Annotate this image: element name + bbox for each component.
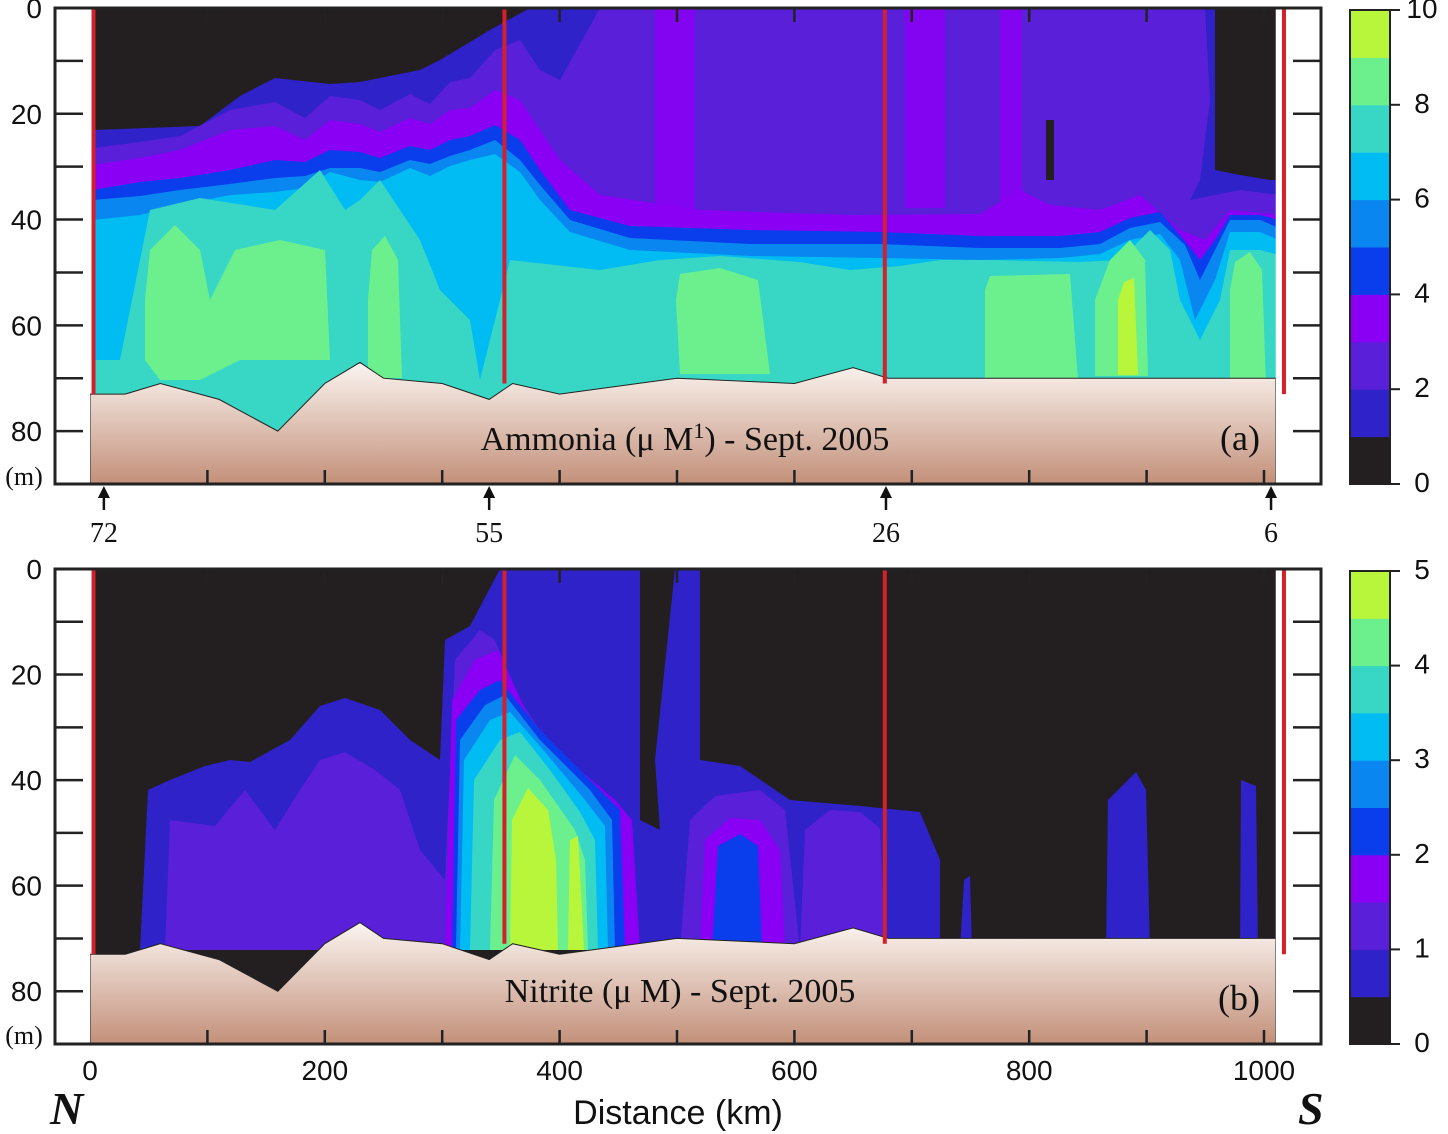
colorbar-segment bbox=[1350, 247, 1390, 295]
station-label: 6 bbox=[1264, 518, 1278, 549]
colorbar-tick-label: 1 bbox=[1414, 932, 1430, 963]
left-margin bbox=[55, 569, 90, 1044]
x-tick-label: 0 bbox=[82, 1055, 98, 1086]
y-tick-label: 80 bbox=[11, 416, 42, 447]
colorbar-segment bbox=[1350, 712, 1390, 761]
panel-b-frame bbox=[53, 567, 1323, 1046]
colorbar-segment bbox=[1350, 618, 1390, 667]
colorbar-segment bbox=[1350, 949, 1390, 998]
colorbar-segment bbox=[1350, 294, 1390, 343]
ammonia-band-level-8c bbox=[676, 268, 770, 374]
panel-a-ylabel: (m) bbox=[5, 462, 43, 491]
panel-a-title: Ammonia (μ M1) - Sept. 2005 bbox=[481, 418, 890, 458]
ammonia-streak-4 bbox=[1046, 120, 1054, 180]
station-arrow-head bbox=[879, 486, 892, 498]
colorbar-segment bbox=[1350, 341, 1390, 390]
colorbar-segment bbox=[1350, 104, 1390, 153]
ammonia-band-level-9 bbox=[1118, 278, 1138, 375]
y-tick-label: 60 bbox=[11, 871, 42, 902]
nitrite-band-level-2c bbox=[800, 810, 885, 950]
station-arrow-head bbox=[483, 486, 496, 498]
y-tick-label: 40 bbox=[11, 205, 42, 236]
seabed-a bbox=[89, 361, 1277, 484]
colorbar-segment bbox=[1350, 57, 1390, 106]
colorbar-a: 0 2 4 6 8 10 bbox=[1349, 0, 1438, 498]
station-arrow-head bbox=[1265, 486, 1278, 498]
station-label: 72 bbox=[90, 518, 118, 549]
nitrite-band-level-9b bbox=[568, 836, 584, 950]
y-tick-label: 0 bbox=[26, 0, 42, 24]
north-label: N bbox=[49, 1083, 85, 1134]
colorbar-segment bbox=[1350, 854, 1390, 903]
panel-b-ylabel: (m) bbox=[5, 1021, 43, 1050]
colorbar-tick-label: 10 bbox=[1406, 0, 1437, 24]
nitrite-band-level-4b bbox=[712, 834, 762, 950]
nitrite-band-level-1c bbox=[1240, 780, 1258, 950]
colorbar-tick-label: 4 bbox=[1414, 649, 1430, 680]
x-axis-title: Distance (km) bbox=[573, 1094, 783, 1132]
colorbar-tick-label: 2 bbox=[1414, 838, 1430, 869]
ammonia-band-level-8d bbox=[985, 274, 1078, 380]
station-arrow-head bbox=[97, 486, 110, 498]
colorbar-segment bbox=[1350, 807, 1390, 856]
y-tick-label: 40 bbox=[11, 765, 42, 796]
station-label: 55 bbox=[475, 518, 503, 549]
colorbar-tick-label: 0 bbox=[1414, 1027, 1430, 1058]
x-tick-label: 200 bbox=[301, 1055, 348, 1086]
panel-b-title: Nitrite (μ M) - Sept. 2005 bbox=[505, 973, 856, 1010]
colorbar-b: 0 1 2 3 4 5 bbox=[1349, 554, 1430, 1058]
panel-b: 0 20 40 60 80 0 200 400 600 800 1000 Nitrite (μ M… bbox=[5, 554, 1323, 1134]
south-label: S bbox=[1298, 1083, 1324, 1134]
colorbar-tick-label: 3 bbox=[1414, 743, 1430, 774]
station-label: 26 bbox=[872, 518, 900, 549]
colorbar-segment bbox=[1350, 152, 1390, 201]
colorbar-segment bbox=[1350, 665, 1390, 714]
colorbar-segment bbox=[1350, 436, 1390, 485]
y-tick-label: 20 bbox=[11, 660, 42, 691]
x-tick-label: 800 bbox=[1006, 1055, 1053, 1086]
colorbar-tick-label: 8 bbox=[1414, 88, 1430, 119]
colorbar-frame bbox=[1349, 570, 1391, 1045]
ammonia-streak-1 bbox=[655, 8, 695, 218]
colorbar-tick-label: 6 bbox=[1414, 183, 1430, 214]
nitrite-band-level-1b bbox=[1106, 772, 1150, 950]
colorbar-segment bbox=[1350, 199, 1390, 248]
nitrite-band-level-9 bbox=[510, 788, 558, 950]
x-tick-label: 400 bbox=[536, 1055, 583, 1086]
ammonia-streak-3 bbox=[1000, 8, 1022, 218]
ammonia-band-level-8b bbox=[368, 236, 402, 378]
x-tick-label: 1000 bbox=[1233, 1055, 1295, 1086]
y-tick-label: 80 bbox=[11, 976, 42, 1007]
ammonia-band-level-8f bbox=[1230, 252, 1266, 385]
colorbar-tick-label: 4 bbox=[1414, 277, 1430, 308]
colorbar-segment bbox=[1350, 10, 1390, 58]
y-tick-label: 60 bbox=[11, 310, 42, 341]
panel-b-label: (b) bbox=[1218, 978, 1260, 1018]
panel-a-frame bbox=[53, 6, 1323, 486]
left-margin bbox=[55, 8, 90, 484]
colorbar-segment bbox=[1350, 996, 1390, 1045]
seabed-b bbox=[89, 922, 1277, 1044]
colorbar-tick-label: 2 bbox=[1414, 372, 1430, 403]
x-tick-label: 600 bbox=[771, 1055, 818, 1086]
colorbar-segment bbox=[1350, 760, 1390, 808]
panel-a: 0 20 40 60 80 72 55 26 6 Ammonia (μ M1) - Sept.… bbox=[5, 0, 1323, 549]
colorbar-segment bbox=[1350, 571, 1390, 619]
y-tick-label: 20 bbox=[11, 99, 42, 130]
colorbar-frame bbox=[1349, 9, 1391, 485]
ammonia-band-level-8 bbox=[145, 225, 330, 380]
y-tick-label: 0 bbox=[26, 554, 42, 585]
nitrite-band-level-1d bbox=[960, 876, 972, 950]
panel-a-label: (a) bbox=[1220, 418, 1260, 458]
colorbar-segment bbox=[1350, 902, 1390, 950]
colorbar-tick-label: 0 bbox=[1414, 467, 1430, 498]
colorbar-tick-label: 5 bbox=[1414, 554, 1430, 585]
colorbar-segment bbox=[1350, 389, 1390, 438]
ammonia-streak-2 bbox=[905, 8, 945, 208]
